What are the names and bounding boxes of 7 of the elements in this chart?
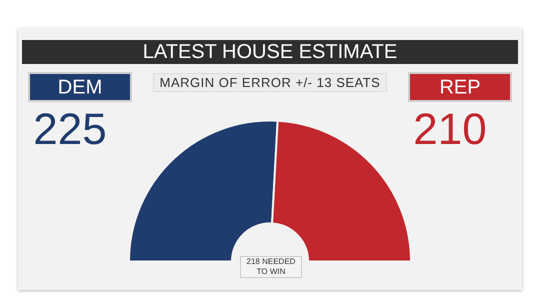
data-label: 210 xyxy=(413,105,487,154)
slice-label: DEM xyxy=(58,76,102,99)
data-label: 225 xyxy=(33,105,107,154)
chart-title: LATEST HOUSE ESTIMATE xyxy=(22,40,518,64)
chart-subtitle: MARGIN OF ERROR +/- 13 SEATS xyxy=(152,73,388,92)
slice-label: REP xyxy=(439,76,481,99)
text: 218 NEEDED TO WIN xyxy=(240,256,302,278)
